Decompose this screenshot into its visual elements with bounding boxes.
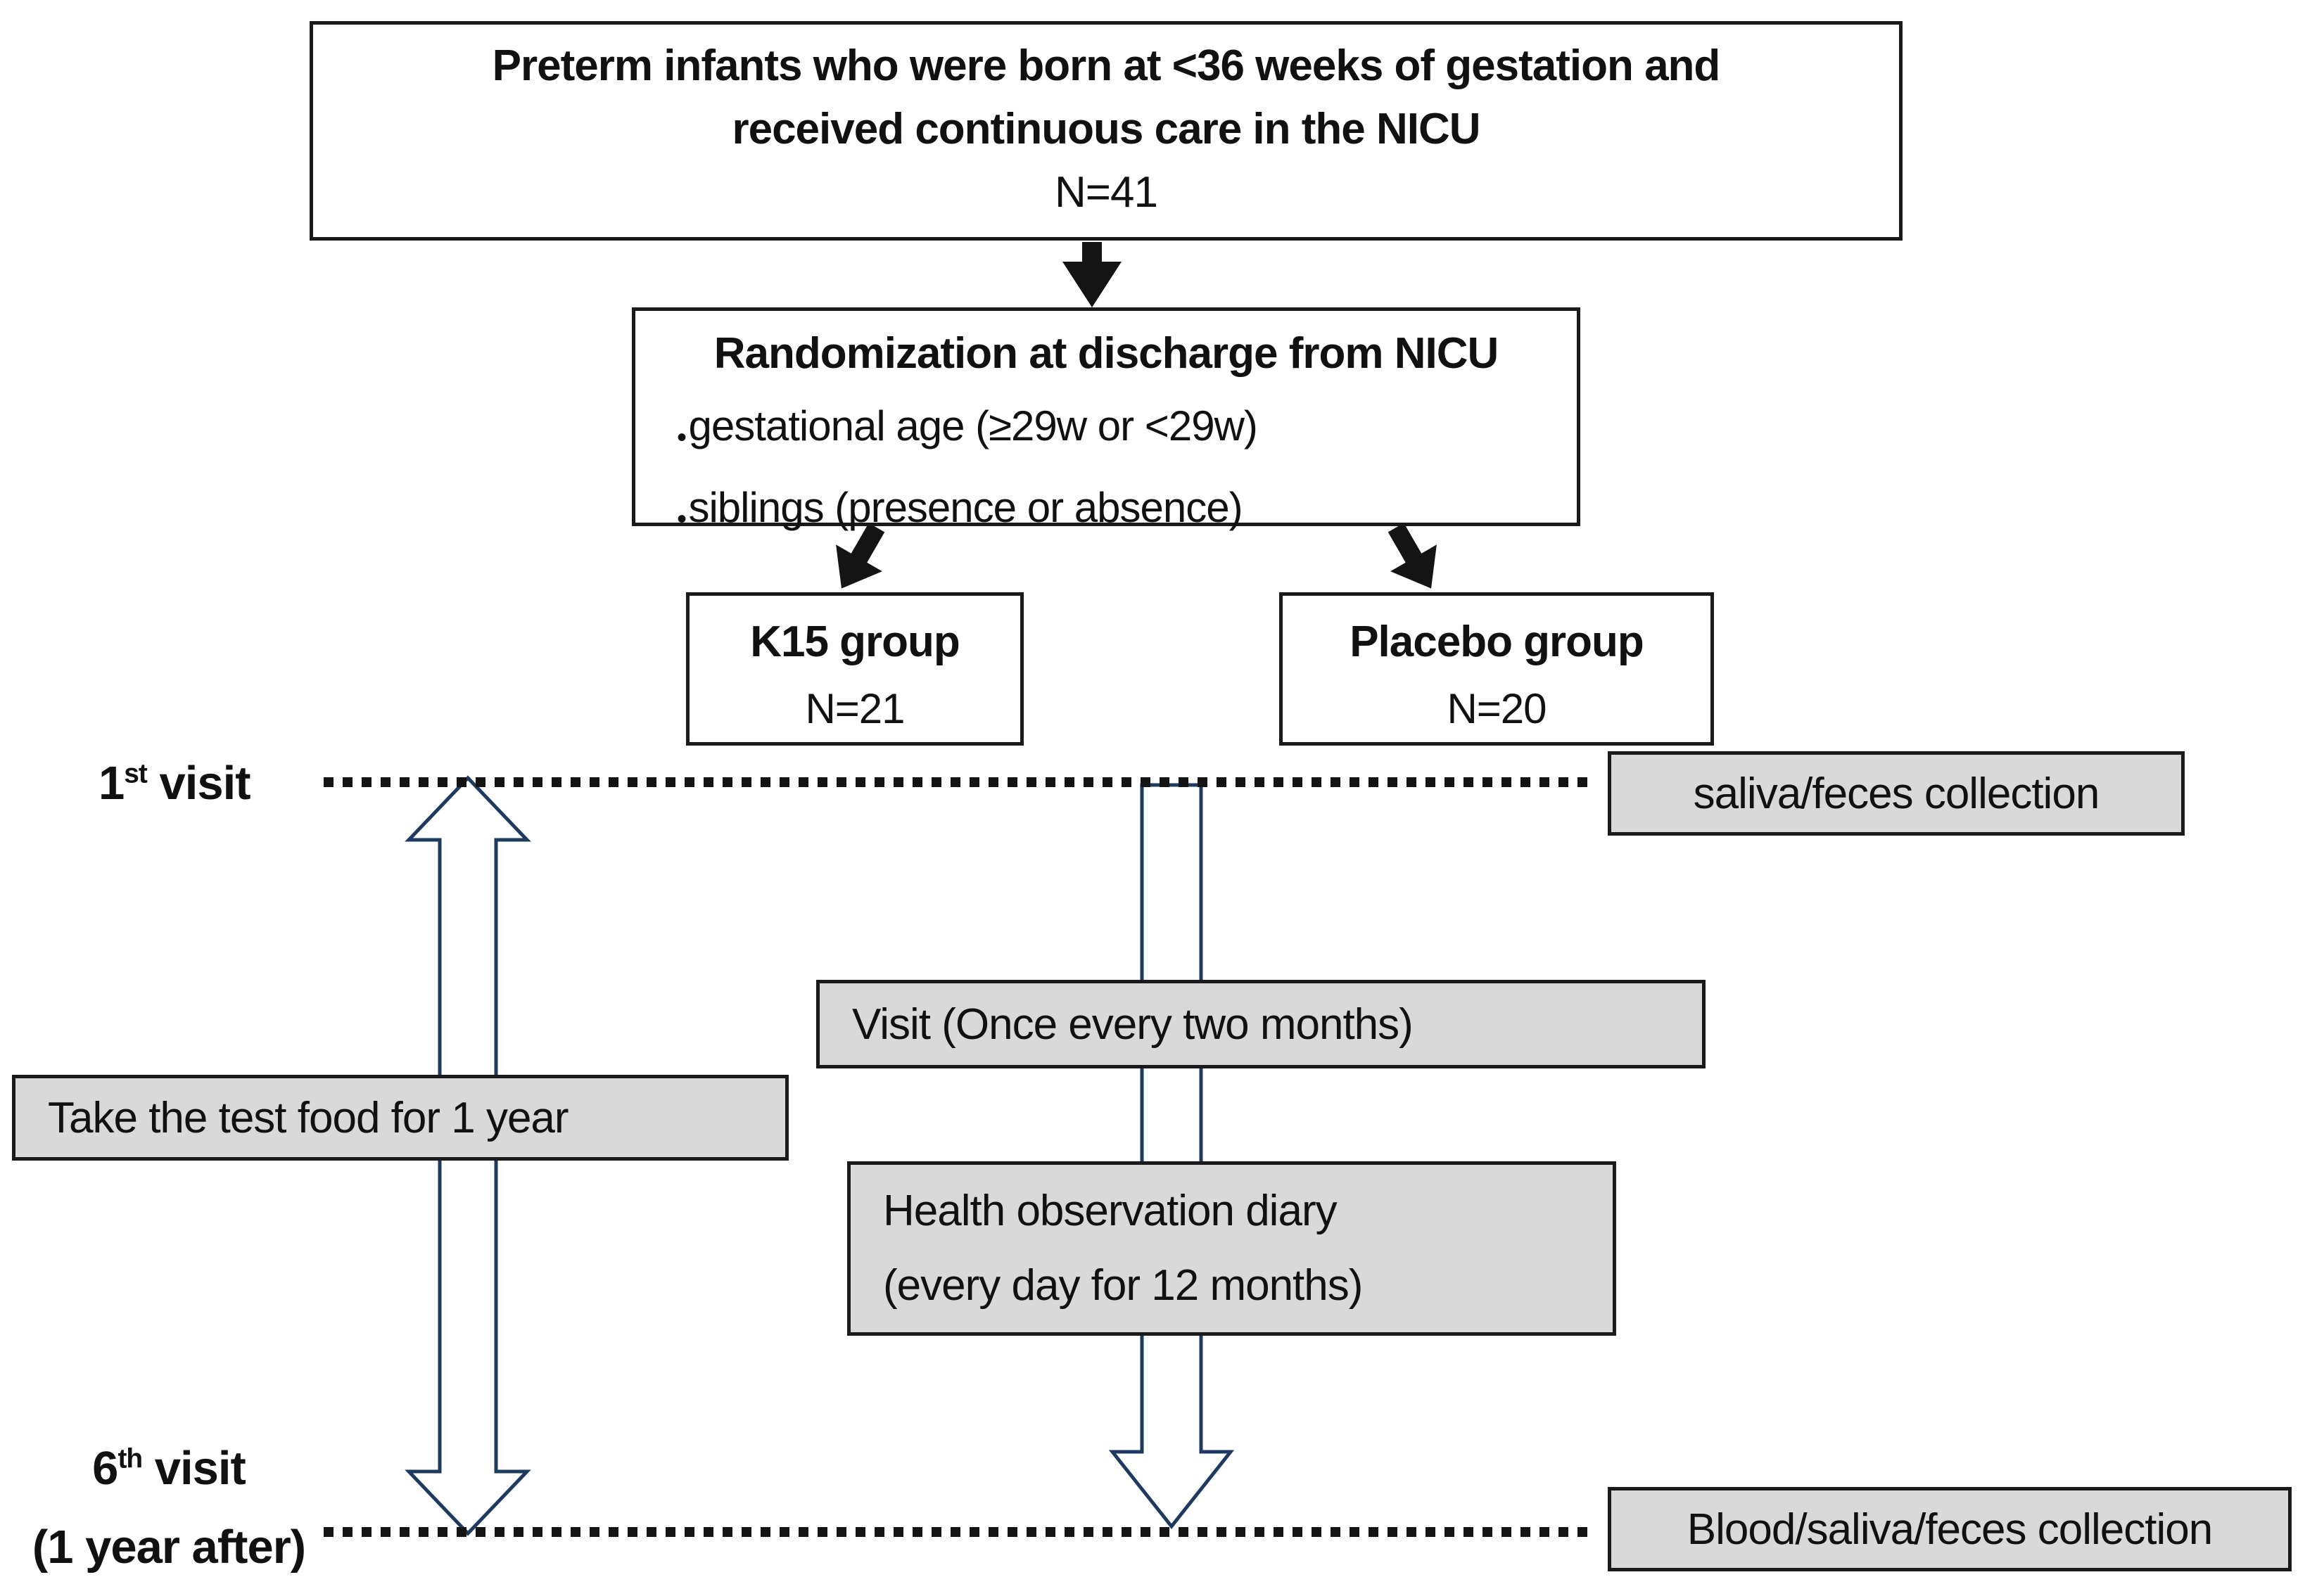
test-food-box: Take the test food for 1 year bbox=[12, 1075, 789, 1161]
visit6-line2: (1 year after) bbox=[32, 1521, 306, 1573]
down-arrow-icon bbox=[1062, 242, 1122, 307]
randomization-bullet-2: • siblings (presence or absence) bbox=[594, 473, 1618, 554]
saliva-feces-collection-box: saliva/feces collection bbox=[1608, 751, 2185, 836]
k15-group-box: K15 group N=21 bbox=[686, 592, 1024, 746]
health-diary-line2: (every day for 12 months) bbox=[883, 1261, 1363, 1310]
test-food-label: Take the test food for 1 year bbox=[48, 1093, 569, 1142]
randomization-item-1: gestational age (≥29w or <29w) bbox=[688, 402, 1257, 449]
visit6-ordinal: th bbox=[118, 1443, 143, 1474]
health-diary-line1: Health observation diary bbox=[883, 1187, 1338, 1235]
randomization-bullet-1: • gestational age (≥29w or <29w) bbox=[594, 391, 1618, 473]
down-outline-arrow-icon bbox=[1108, 783, 1235, 1530]
health-diary-box: Health observation diary (every day for … bbox=[847, 1161, 1616, 1336]
visit-frequency-box: Visit (Once every two months) bbox=[816, 980, 1706, 1068]
placebo-group-name: Placebo group bbox=[1350, 618, 1644, 666]
randomization-title: Randomization at discharge from NICU bbox=[713, 329, 1499, 378]
visit6-text: visit bbox=[142, 1442, 246, 1495]
visit6-number: 6 bbox=[92, 1442, 118, 1495]
visit1-dotted-line bbox=[324, 777, 1587, 787]
visit-frequency-label: Visit (Once every two months) bbox=[852, 1000, 1414, 1049]
visit6-dotted-line bbox=[324, 1527, 1587, 1537]
enrollment-box: Preterm infants who were born at <36 wee… bbox=[310, 21, 1903, 241]
visit1-number: 1 bbox=[99, 757, 125, 810]
k15-group-name: K15 group bbox=[750, 618, 960, 666]
randomization-box: Randomization at discharge from NICU • g… bbox=[632, 307, 1580, 535]
bullet-icon: • bbox=[677, 421, 687, 453]
blood-saliva-feces-collection-box: Blood/saliva/feces collection bbox=[1608, 1487, 2292, 1571]
enrollment-line1: Preterm infants who were born at <36 wee… bbox=[492, 42, 1721, 90]
visit6-line1: 6th visit bbox=[14, 1429, 324, 1508]
enrollment-n: N=41 bbox=[1055, 168, 1158, 217]
blood-saliva-feces-collection-label: Blood/saliva/feces collection bbox=[1687, 1505, 2213, 1554]
visit1-ordinal: st bbox=[124, 758, 148, 789]
visit1-label: 1st visit bbox=[99, 744, 251, 823]
diagonal-arrow-right-icon bbox=[1388, 523, 1437, 589]
enrollment-line2: received continuous care in the NICU bbox=[732, 105, 1480, 153]
k15-group-n: N=21 bbox=[805, 685, 905, 732]
saliva-feces-collection-label: saliva/feces collection bbox=[1693, 769, 2100, 818]
diagonal-arrow-left-icon bbox=[836, 523, 885, 589]
randomization-item-2: siblings (presence or absence) bbox=[688, 483, 1243, 531]
visit6-label: 6th visit (1 year after) bbox=[14, 1429, 324, 1587]
bullet-icon: • bbox=[677, 503, 687, 535]
visit1-text: visit bbox=[146, 757, 250, 810]
placebo-group-box: Placebo group N=20 bbox=[1279, 592, 1714, 746]
placebo-group-n: N=20 bbox=[1447, 685, 1547, 732]
